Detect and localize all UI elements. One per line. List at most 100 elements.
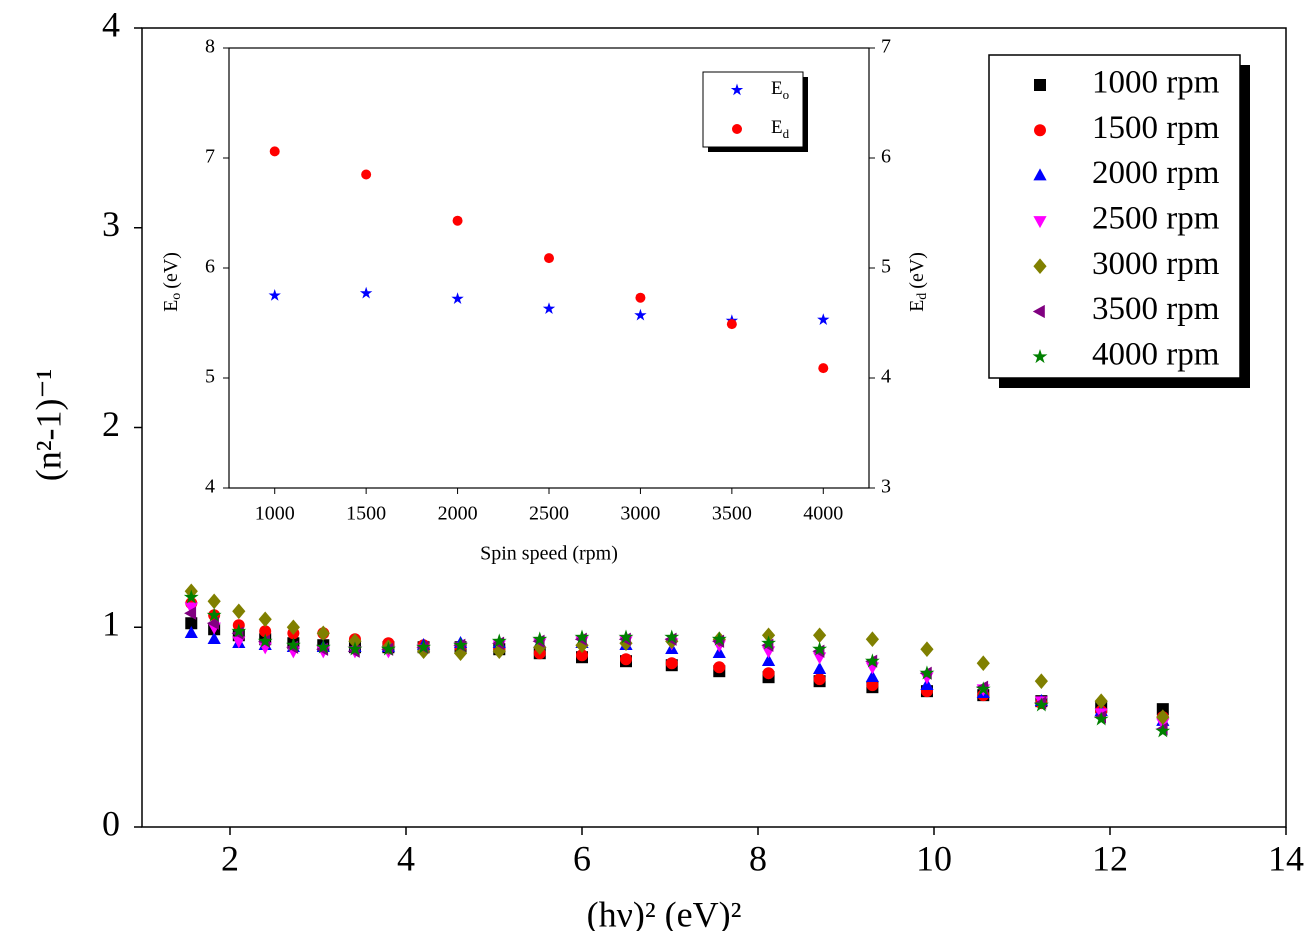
- legend-marker: [1034, 124, 1046, 137]
- x-tick-label: 4000: [803, 503, 843, 525]
- marker: [184, 606, 197, 620]
- label-unit: (eV): [160, 252, 182, 289]
- x-axis-title: Spin speed (rpm): [480, 543, 618, 565]
- y-tick-label: 6: [205, 256, 215, 278]
- marker: [976, 655, 990, 672]
- marker: [817, 313, 830, 325]
- x-tick-label: 10: [916, 838, 952, 878]
- marker: [232, 636, 246, 649]
- marker: [1094, 693, 1108, 709]
- legend-marker: [1032, 304, 1045, 319]
- marker: [258, 611, 272, 628]
- marker: [259, 625, 272, 638]
- marker: [813, 673, 826, 686]
- marker: [975, 681, 991, 696]
- marker: [713, 661, 726, 674]
- marker: [864, 653, 880, 668]
- marker: [286, 619, 300, 636]
- legend-label: 3500 rpm: [1092, 291, 1220, 327]
- marker: [361, 169, 372, 180]
- marker: [618, 629, 634, 644]
- x-tick-label: 2: [221, 838, 239, 878]
- x-tick-label: 3500: [712, 503, 752, 525]
- marker: [1155, 723, 1171, 738]
- marker: [183, 589, 199, 604]
- marker: [761, 627, 776, 644]
- marker: [542, 302, 556, 314]
- legend-marker: [1034, 79, 1046, 91]
- marker: [268, 289, 281, 301]
- marker: [452, 215, 463, 226]
- y-tick-label: 5: [205, 366, 215, 388]
- marker: [416, 639, 432, 654]
- x-tick-label: 14: [1268, 838, 1304, 878]
- legend-marker: [732, 124, 742, 134]
- x-tick-label: 1500: [346, 503, 386, 525]
- label-sub: o: [169, 293, 184, 300]
- x-tick-label: 2000: [438, 503, 478, 525]
- label-main: E: [771, 78, 783, 99]
- marker: [207, 593, 221, 610]
- legend-label: 2500 rpm: [1092, 200, 1220, 236]
- y2-tick-label: 4: [881, 366, 891, 388]
- legend-marker: [730, 83, 744, 96]
- legend-label: 1000 rpm: [1092, 65, 1220, 101]
- marker: [634, 308, 647, 321]
- y2-tick-label: 3: [881, 476, 891, 498]
- marker: [206, 607, 222, 622]
- marker: [920, 641, 934, 658]
- marker: [315, 639, 331, 654]
- y-tick-label: 0: [102, 803, 120, 843]
- marker: [813, 661, 827, 674]
- marker: [207, 632, 221, 645]
- legend-marker: [1033, 168, 1047, 181]
- legend-label: 1500 rpm: [1092, 110, 1220, 146]
- marker: [762, 667, 775, 680]
- marker: [761, 654, 776, 667]
- legend-box: [702, 71, 804, 148]
- x-tick-label: 12: [1092, 838, 1128, 878]
- marker: [620, 653, 632, 666]
- marker: [347, 641, 363, 656]
- legend-marker: [1032, 349, 1048, 364]
- marker: [866, 679, 879, 692]
- x-tick-label: 6: [573, 838, 591, 878]
- label-unit: (eV): [906, 252, 928, 289]
- y-tick-label: 1: [102, 604, 120, 644]
- x-axis-title: (hν)² (eV)²: [587, 894, 742, 931]
- marker: [285, 637, 301, 652]
- x-tick-label: 4: [397, 838, 415, 878]
- marker: [664, 629, 680, 644]
- legend-marker: [1033, 216, 1047, 229]
- marker: [544, 253, 554, 264]
- marker: [453, 637, 468, 652]
- marker: [919, 665, 935, 680]
- marker: [185, 617, 198, 630]
- y-tick-label: 3: [102, 204, 120, 244]
- y-tick-label: 7: [205, 146, 215, 168]
- marker: [206, 616, 219, 630]
- y-tick-label: 2: [102, 404, 120, 444]
- marker: [1156, 709, 1170, 725]
- x-tick-label: 3000: [620, 503, 660, 525]
- label-sub: d: [783, 126, 790, 141]
- marker: [576, 649, 588, 662]
- marker: [269, 146, 280, 157]
- marker: [380, 641, 396, 656]
- label-main: E: [906, 300, 928, 312]
- marker: [1034, 673, 1048, 689]
- marker: [818, 363, 829, 374]
- marker: [665, 657, 678, 670]
- marker: [184, 602, 198, 615]
- marker: [232, 603, 246, 620]
- y-tick-label: 4: [102, 4, 120, 44]
- x-tick-label: 2500: [529, 503, 569, 525]
- x-tick-label: 1000: [255, 503, 295, 525]
- legend-label: Ed: [771, 117, 790, 141]
- marker: [184, 626, 198, 639]
- marker: [491, 633, 507, 648]
- y2-tick-label: 6: [881, 146, 891, 168]
- marker: [1033, 697, 1049, 712]
- y2-tick-label: 7: [881, 36, 891, 58]
